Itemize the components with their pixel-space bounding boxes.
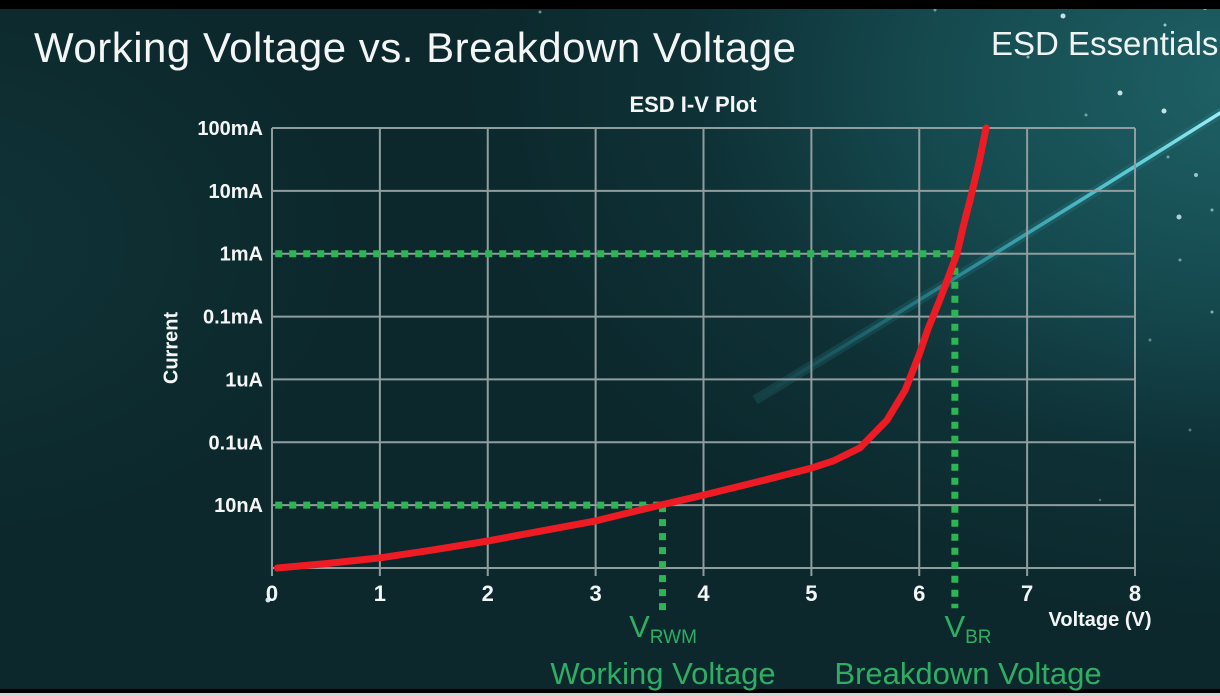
star-dot [1118, 38, 1122, 42]
swoosh-line [754, 110, 1220, 402]
iv-curve [273, 124, 990, 572]
brand-text: ESD Essentials [991, 25, 1219, 62]
x-tick-label: 7 [1021, 581, 1033, 606]
star-dot [1060, 13, 1066, 19]
x-axis-title: Voltage (V) [1048, 609, 1152, 631]
chart-title: ESD I-V Plot [629, 92, 757, 117]
vrwm-symbol-main: V [629, 609, 650, 644]
vbr-symbol: VBR [834, 611, 1101, 654]
vrwm-symbol-sub: RWM [649, 627, 697, 648]
star-dot [1026, 55, 1030, 59]
vbr-symbol-main: V [944, 609, 966, 644]
x-tick-label: 1 [374, 581, 386, 606]
star-dot [1176, 214, 1182, 220]
star-dot [1098, 498, 1102, 502]
star-dot [1163, 23, 1167, 27]
annotation-breakdown-voltage: VBR Breakdown Voltage [834, 611, 1102, 691]
x-tick-label: 5 [805, 581, 817, 606]
letterbox-bottom-bar [0, 689, 1220, 693]
x-tick-label: 0 [266, 581, 278, 606]
y-tick-label: 0.1uA [209, 432, 263, 454]
y-tick-label: 1mA [220, 244, 263, 266]
y-tick-label: 0.1mA [203, 307, 263, 329]
bottom-edge-line [0, 693, 1220, 696]
star-dot [1188, 428, 1192, 432]
star-dot [1166, 155, 1170, 159]
star-dot [1161, 108, 1167, 114]
star-dot [1148, 338, 1152, 342]
star-dot [1210, 208, 1214, 212]
page-title: Working Voltage vs. Breakdown Voltage [34, 24, 797, 71]
star-dot [1084, 113, 1088, 117]
star-dot [538, 10, 542, 14]
y-axis-title: Current [160, 311, 183, 385]
star-dot [265, 597, 271, 603]
vrwm-label: Working Voltage [550, 656, 776, 691]
y-tick-label: 1uA [225, 369, 263, 391]
vbr-symbol-sub: BR [965, 627, 992, 648]
vrwm-symbol: VRWM [550, 611, 775, 654]
y-tick-label: 10nA [214, 495, 263, 517]
y-tick-label: 10mA [209, 181, 263, 203]
x-tick-label: 6 [913, 581, 925, 606]
annotation-working-voltage: VRWM Working Voltage [550, 611, 776, 691]
star-dot [1194, 173, 1198, 177]
x-tick-label: 3 [590, 581, 602, 606]
letterbox-top-bar [0, 0, 1220, 9]
star-dot [933, 8, 937, 12]
vbr-label: Breakdown Voltage [834, 656, 1102, 691]
star-dot [1117, 90, 1123, 96]
star-dot [1178, 258, 1182, 262]
x-tick-label: 8 [1129, 581, 1141, 606]
y-tick-label: 100mA [197, 118, 263, 140]
x-tick-label: 4 [697, 581, 710, 606]
star-dot [1210, 310, 1214, 314]
x-tick-label: 2 [482, 581, 494, 606]
